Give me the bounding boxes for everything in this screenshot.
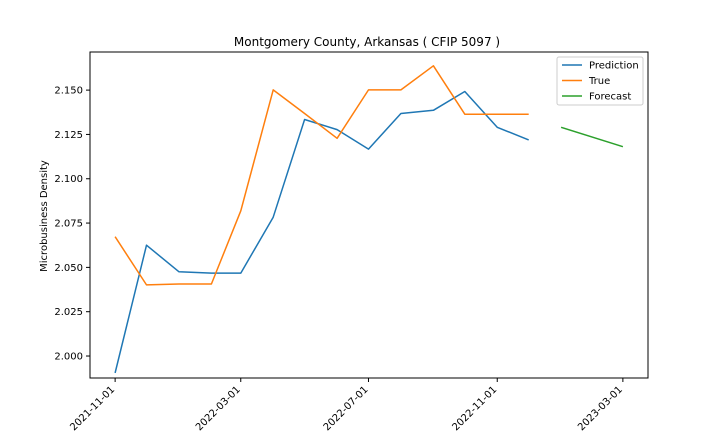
- y-axis: 2.000 2.025 2.050 2.075 2.100 2.125 2.150: [54, 86, 90, 363]
- series-line-prediction: [114, 90, 529, 374]
- plot-frame: [89, 51, 649, 379]
- x-tick-label: 2022-03-01: [194, 384, 243, 432]
- legend-label-prediction: Prediction: [589, 61, 639, 72]
- chart-title: Montgomery County, Arkansas ( CFIP 5097 …: [234, 35, 500, 49]
- y-tick-label: 2.150: [54, 86, 83, 97]
- x-tick-label: 2021-11-01: [68, 384, 117, 432]
- legend-box: [556, 56, 644, 106]
- y-axis-label: Microbusiness Density: [39, 160, 50, 272]
- legend-label-true: True: [588, 76, 610, 87]
- legend-label-forecast: Forecast: [589, 92, 631, 103]
- x-axis: 2021-11-01 2022-03-01 2022-07-01 2022-11-01…: [68, 378, 625, 432]
- legend: Prediction True Forecast: [556, 56, 644, 106]
- series-layer: [114, 65, 624, 374]
- x-tick-label: 2023-03-01: [576, 384, 625, 432]
- y-tick-label: 2.125: [54, 130, 83, 141]
- series-line-true: [114, 65, 529, 286]
- series-line-forecast: [560, 126, 624, 148]
- y-tick-label: 2.000: [54, 352, 83, 363]
- x-tick-label: 2022-11-01: [450, 384, 499, 432]
- y-tick-label: 2.025: [54, 307, 83, 318]
- y-tick-label: 2.050: [54, 263, 83, 274]
- y-tick-label: 2.100: [54, 174, 83, 185]
- x-tick-label: 2022-07-01: [322, 384, 371, 432]
- y-tick-label: 2.075: [54, 219, 83, 230]
- plot-area: [89, 51, 649, 379]
